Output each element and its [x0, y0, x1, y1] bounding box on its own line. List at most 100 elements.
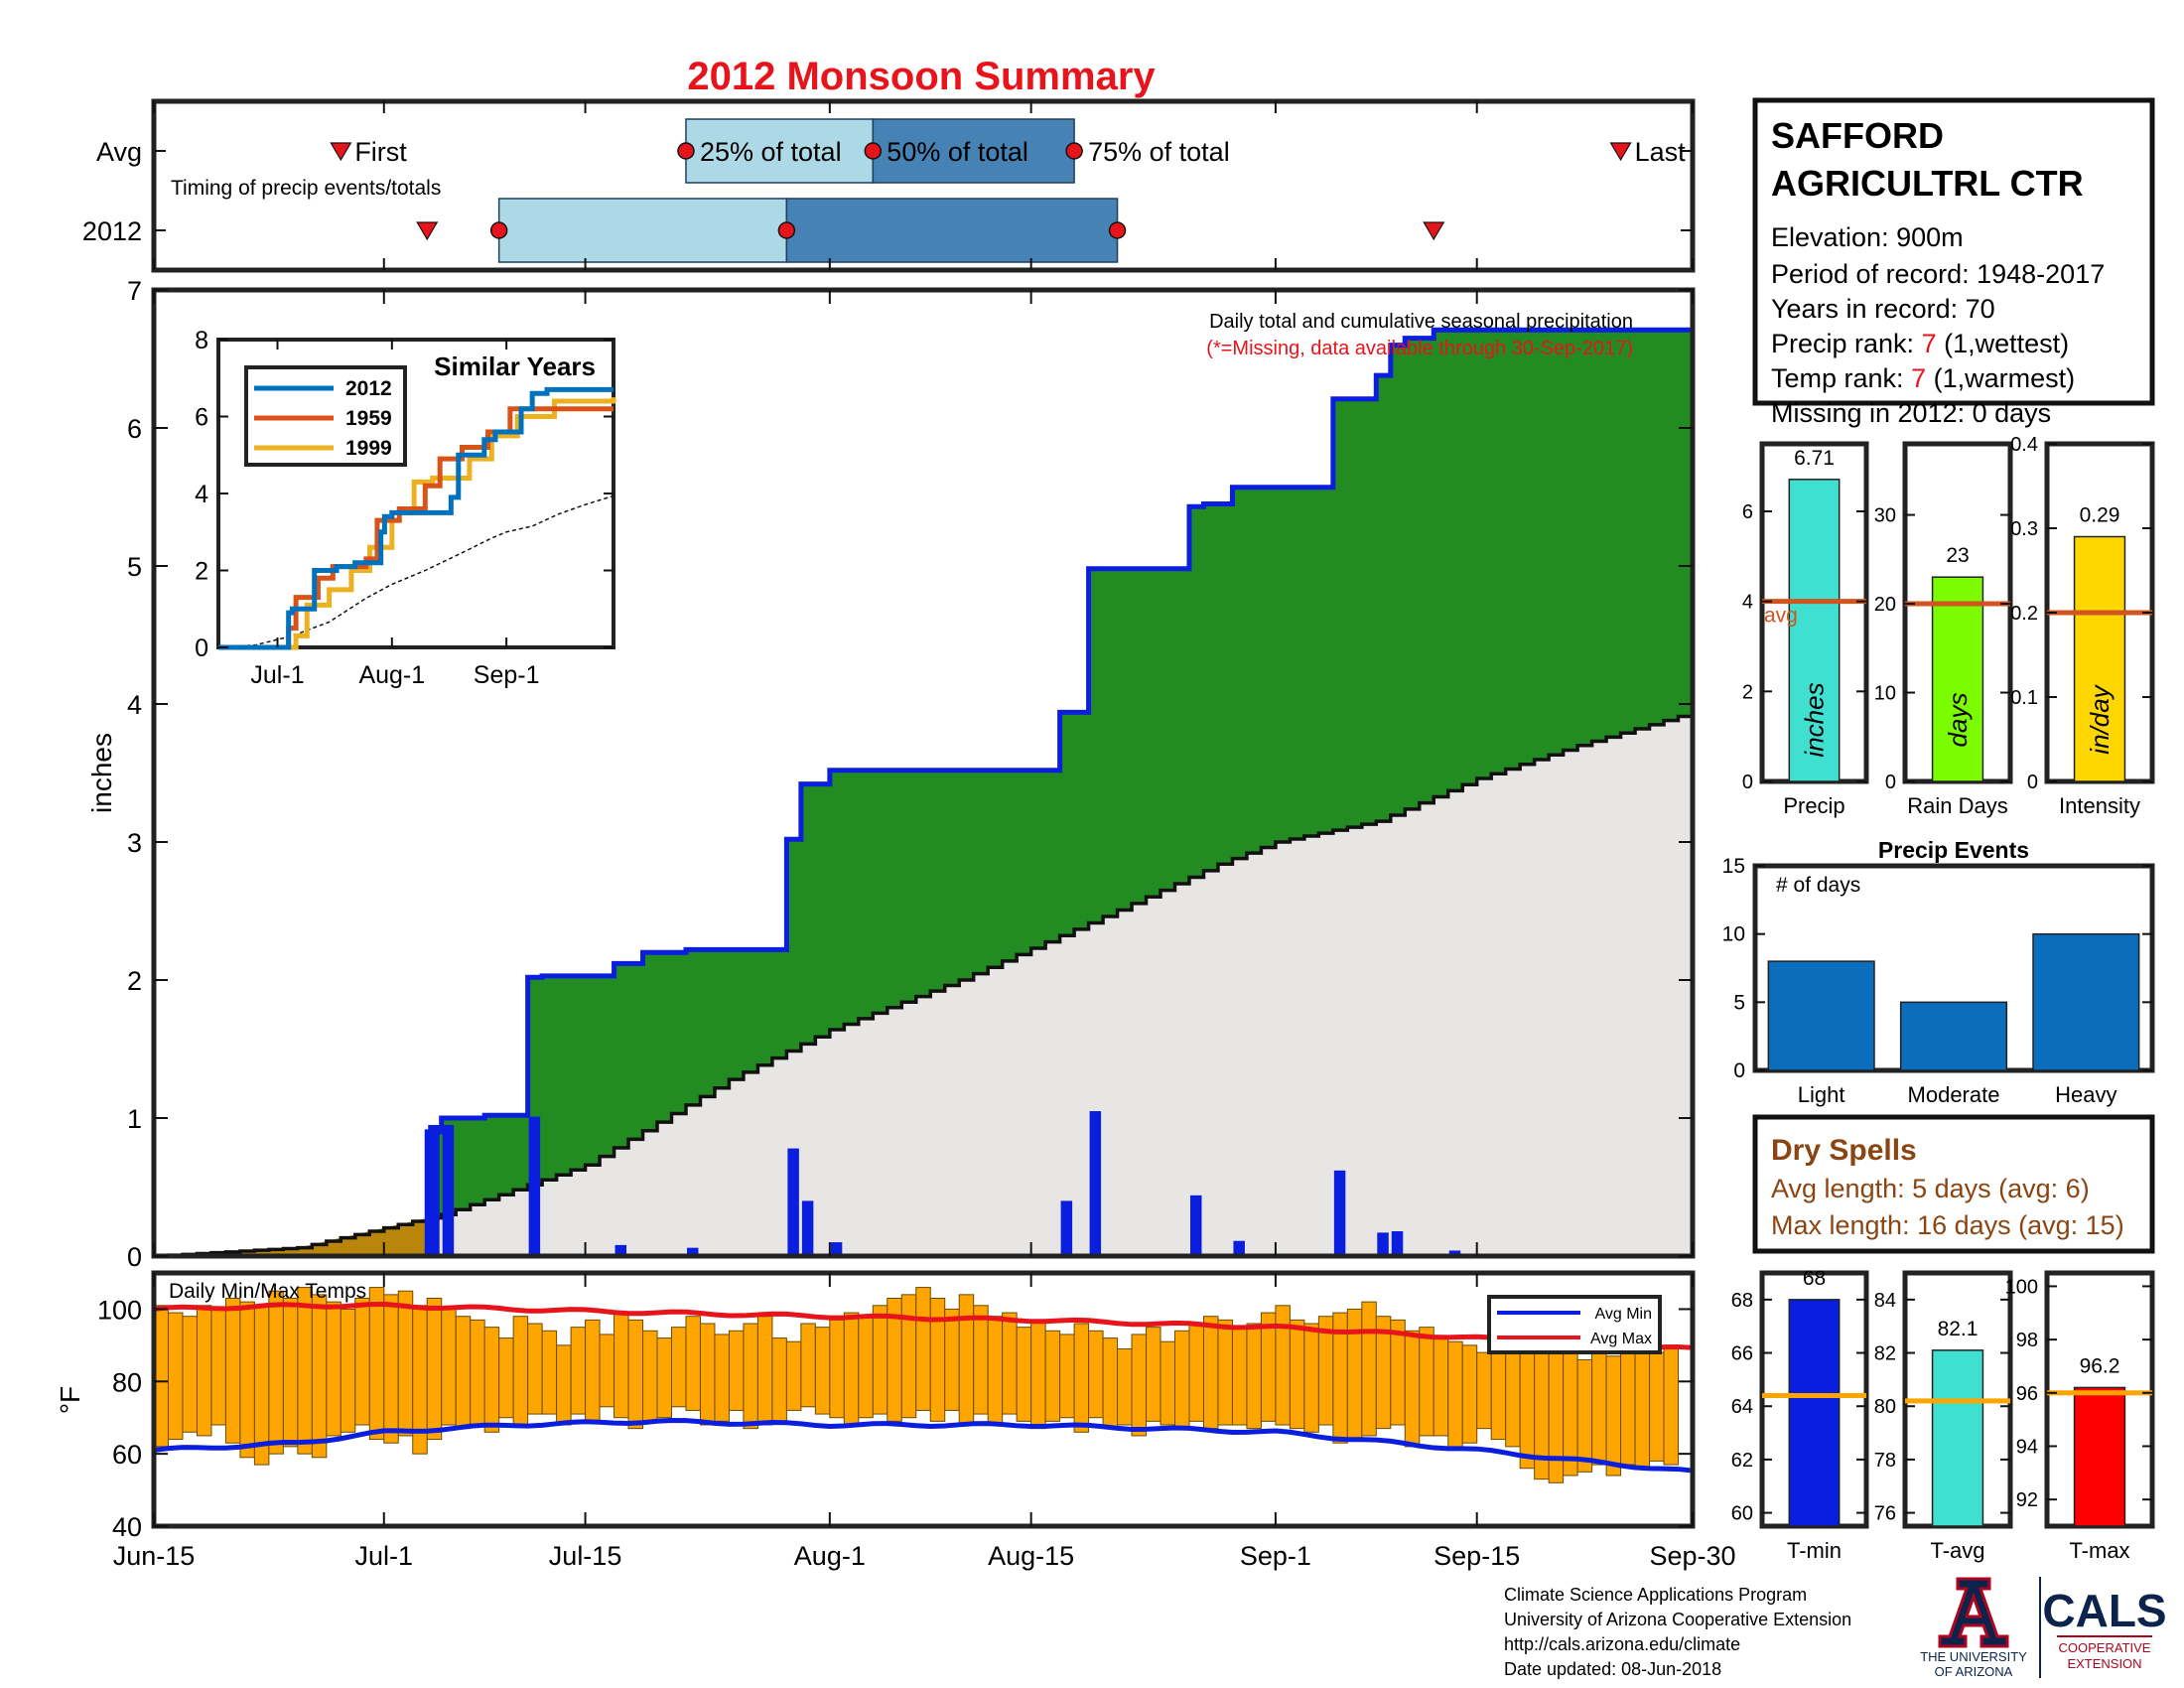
ua-line2: OF ARIZONA: [1935, 1664, 2013, 1679]
daily-precip-bar: [830, 1242, 843, 1256]
precip-stats-panels: 6.71 0 2 4 6 Precip inches avg 23 0 10 20 30 Rain Day…: [1742, 434, 2155, 818]
y-tick-label: 7: [127, 276, 142, 306]
y-tick-label: 3: [127, 828, 142, 858]
daily-precip-bar: [614, 1244, 627, 1256]
timing-box-50-75: [785, 198, 1119, 263]
timing-first-label: First: [354, 137, 407, 167]
daily-temp-bar: [958, 1294, 975, 1426]
daily-temp-bar: [167, 1312, 184, 1441]
y-tick-label: 0: [127, 1242, 142, 1272]
daily-temp-bar: [239, 1301, 255, 1459]
daily-temp-bar: [642, 1330, 658, 1422]
daily-temp-bar: [743, 1323, 758, 1430]
stat-bar-rain-days: [1931, 576, 1984, 782]
stat-y-tick-label: 98: [2016, 1330, 2038, 1351]
stat-y-tick-label: 94: [2016, 1436, 2038, 1458]
daily-temp-bar: [311, 1294, 328, 1459]
temps-chart: 40 60 80 100 Jun-15 Jul-1 Jul-15 Aug-1 Aug-15 Sep…: [55, 1270, 1736, 1571]
stat-y-tick-label: 100: [2005, 1276, 2038, 1298]
daily-precip-bar: [1060, 1200, 1073, 1256]
timing-p25-label: 25% of total: [700, 137, 842, 167]
inset-legend-label: 1999: [345, 437, 392, 460]
timing-first-last-marker: [330, 142, 352, 162]
inset-legend-label: 1959: [345, 407, 392, 430]
daily-temp-bar: [1303, 1323, 1319, 1433]
cals-logo: CALS COOPERATIVE EXTENSION: [2042, 1585, 2166, 1671]
daily-temp-bar: [670, 1327, 687, 1408]
similar-years-inset: 0 2 4 6 8 Jul-1 Aug-1 Sep-1 Similar Years 2012 195…: [195, 327, 616, 689]
daily-temp-bar: [340, 1308, 356, 1433]
stat-y-tick-label: 76: [1874, 1503, 1896, 1525]
daily-temp-bar: [196, 1305, 212, 1437]
daily-temp-bar: [470, 1319, 485, 1426]
inset-y-tick-label: 6: [195, 404, 208, 432]
station-elevation: Elevation: 900m: [1771, 222, 1964, 252]
timing-panel: First 25% of total 50% of total 75% of tota…: [82, 98, 1696, 273]
figure-title: 2012 Monsoon Summary: [687, 55, 1156, 98]
stat-unit-label: days: [1943, 693, 1973, 748]
stat-panel-label: T-max: [2069, 1538, 2129, 1563]
daily-temp-bar: [1131, 1334, 1148, 1437]
events-y-label: # of days: [1776, 874, 1860, 897]
plot-frame: [151, 287, 1696, 1259]
daily-temp-bar: [253, 1305, 270, 1466]
daily-temp-bar: [1649, 1351, 1665, 1462]
timing-row-label-avg: Avg: [96, 137, 142, 167]
timing-percentile-marker: [489, 221, 508, 239]
daily-precip-bar: [442, 1124, 455, 1256]
daily-temp-bar: [1404, 1330, 1421, 1448]
daily-temp-bar: [814, 1327, 831, 1415]
daily-precip-bar: [528, 1116, 541, 1256]
stat-unit-label: in/day: [2085, 683, 2115, 754]
daily-temp-bar: [585, 1319, 601, 1422]
daily-temp-bar: [1117, 1348, 1133, 1426]
inset-y-tick-label: 2: [195, 558, 208, 586]
stat-value-label: 68: [1803, 1267, 1826, 1290]
stat-y-tick-label: 0.2: [2010, 603, 2038, 625]
station-name-line1: SAFFORD: [1771, 115, 1944, 156]
stat-y-tick-label: 20: [1874, 594, 1896, 616]
footer-credits: Climate Science Applications Program Uni…: [1504, 1585, 1851, 1679]
note-line2: (*=Missing, data available through 30-Se…: [1206, 338, 1633, 359]
legend-label-avg-min: Avg Min: [1594, 1306, 1652, 1323]
events-y-tick-label: 0: [1733, 1059, 1745, 1082]
daily-temp-bar: [383, 1294, 399, 1444]
daily-temp-bar: [1059, 1334, 1075, 1419]
temp-rank-note: (1,warmest): [1926, 363, 2075, 393]
y-tick-label: 1: [127, 1104, 142, 1134]
dry-spells-max: Max length: 16 days (avg: 15): [1771, 1210, 2124, 1240]
timing-box-25-50: [685, 118, 875, 184]
temps-y-tick-label: 60: [112, 1440, 142, 1470]
events-category-label: Heavy: [2055, 1082, 2116, 1107]
daily-temp-bar: [829, 1319, 845, 1419]
daily-temp-bar: [929, 1298, 946, 1422]
x-tick-label: Jun-15: [113, 1541, 196, 1571]
stat-y-tick-label: 82: [1874, 1343, 1896, 1365]
inset-x-tick-label: Aug-1: [358, 661, 425, 689]
daily-temp-bar: [627, 1319, 644, 1430]
daily-precip-bar: [1377, 1232, 1389, 1256]
daily-temp-bar: [1548, 1344, 1565, 1483]
daily-temp-bar: [326, 1301, 341, 1437]
temps-y-tick-label: 40: [112, 1512, 142, 1542]
daily-temp-bar: [872, 1305, 888, 1415]
temp-rank-label: Temp rank:: [1771, 363, 1911, 393]
timing-box-50-75: [872, 118, 1075, 184]
events-category-label: Light: [1798, 1082, 1845, 1107]
timing-first-last-marker: [1423, 221, 1445, 241]
inset-legend-label: 2012: [345, 377, 392, 400]
inset-y-tick-label: 0: [195, 634, 208, 662]
station-precip-rank: Precip rank: 7 (1,wettest): [1771, 329, 2069, 358]
precip-main-chart: 0 1 2 3 4 5 6 7 inches Daily total and cumulative…: [86, 276, 1696, 1272]
x-tick-label: Aug-15: [988, 1541, 1074, 1571]
daily-temp-bar: [699, 1323, 716, 1426]
daily-temp-bar: [397, 1290, 414, 1437]
y-tick-label: 2: [127, 966, 142, 996]
daily-temp-bar: [599, 1334, 615, 1408]
daily-temp-bar: [1073, 1323, 1090, 1433]
daily-temp-bar: [756, 1316, 773, 1426]
stat-value-label: 6.71: [1794, 447, 1835, 470]
daily-precip-bar: [1233, 1240, 1245, 1256]
stat-y-tick-label: 0.3: [2010, 518, 2038, 540]
stat-bar-precip: [1788, 479, 1841, 782]
